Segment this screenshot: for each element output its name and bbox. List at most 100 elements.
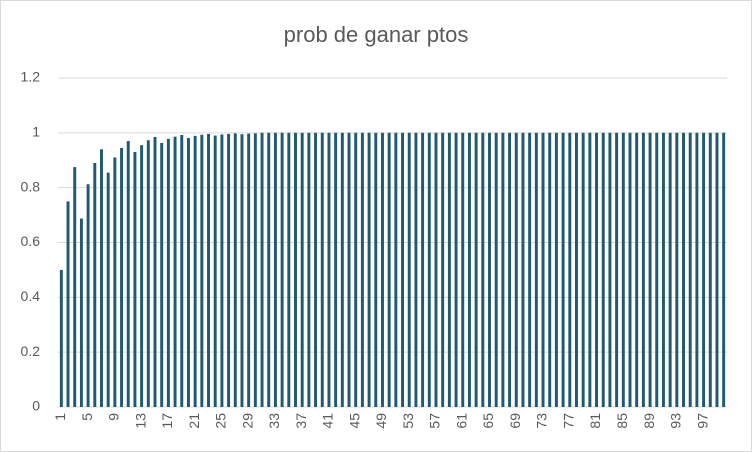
x-tick-label: 93 (668, 413, 684, 429)
bar (86, 184, 90, 407)
bar (300, 132, 304, 408)
bar (434, 132, 438, 408)
bar (307, 132, 311, 408)
bar (695, 132, 699, 408)
x-tick-label: 45 (346, 413, 362, 429)
bar (581, 132, 585, 408)
x-tick-label: 33 (266, 413, 282, 429)
bar (93, 162, 97, 407)
x-tick-label: 9 (106, 413, 122, 421)
bar (454, 132, 458, 408)
bar (173, 136, 177, 407)
bar (347, 132, 351, 408)
bar (160, 142, 164, 408)
bar (146, 140, 150, 407)
bar (702, 132, 706, 408)
bar (474, 132, 478, 408)
bar (461, 132, 465, 408)
bar (113, 157, 117, 407)
bar (320, 132, 324, 408)
bar (334, 132, 338, 408)
bar (595, 132, 599, 408)
bar (367, 132, 371, 408)
bar (120, 147, 124, 407)
y-tick-label: 0.4 (21, 288, 41, 304)
bar (561, 132, 565, 408)
x-tick-label: 17 (159, 413, 175, 429)
x-tick-label: 25 (213, 413, 229, 429)
bar (655, 132, 659, 408)
bar (528, 132, 532, 408)
bar (387, 132, 391, 408)
bar (273, 132, 277, 408)
x-tick-label: 57 (427, 413, 443, 429)
bar (260, 132, 264, 408)
bar (287, 132, 291, 408)
x-tick-label: 53 (400, 413, 416, 429)
bar (314, 132, 318, 408)
x-tick-label: 85 (614, 413, 630, 429)
bar (575, 132, 578, 408)
bar (608, 132, 612, 408)
bar (380, 132, 384, 408)
x-tick-label: 97 (694, 413, 710, 429)
bar (207, 133, 210, 407)
bar (153, 136, 157, 407)
bar (521, 132, 525, 408)
bar (180, 135, 184, 407)
bar (635, 132, 639, 408)
bar (621, 132, 625, 408)
bar (615, 132, 619, 408)
bar (213, 135, 217, 407)
bar (354, 132, 358, 408)
bar (688, 132, 692, 408)
bar (253, 133, 257, 408)
y-tick-label: 1.2 (21, 69, 41, 85)
bar (508, 132, 512, 408)
bar (481, 132, 485, 408)
bar (73, 167, 77, 407)
bar (233, 133, 237, 408)
x-tick-label: 13 (132, 413, 148, 429)
bar (708, 132, 712, 408)
x-tick-label: 61 (453, 413, 469, 429)
bar (722, 132, 726, 408)
bar (360, 132, 364, 408)
bar (66, 201, 70, 407)
x-tick-label: 37 (293, 413, 309, 429)
bar (427, 132, 431, 408)
bar (568, 132, 572, 408)
bar (394, 132, 398, 408)
y-tick-label: 0.2 (21, 343, 41, 359)
bar (534, 132, 538, 408)
bar (294, 132, 297, 408)
x-tick-label: 81 (587, 413, 603, 429)
bar (126, 141, 130, 407)
x-tick-label: 65 (480, 413, 496, 429)
bar (166, 138, 170, 408)
bar (554, 132, 558, 408)
bar (641, 132, 645, 408)
x-tick-label: 29 (239, 413, 255, 429)
x-tick-label: 89 (641, 413, 657, 429)
x-tick-label: 49 (373, 413, 389, 429)
bar (106, 172, 110, 407)
bar (133, 152, 137, 407)
x-tick-label: 21 (186, 413, 202, 429)
x-tick-label: 41 (320, 413, 336, 429)
y-tick-label: 0.6 (21, 233, 41, 249)
chart-title: prob de ganar ptos (284, 22, 469, 47)
bar (548, 132, 552, 408)
bar (488, 132, 491, 408)
x-tick-label: 77 (560, 413, 576, 429)
bar (140, 145, 144, 407)
bar (541, 132, 545, 408)
bar (267, 132, 271, 408)
bar (661, 132, 665, 408)
bar (668, 132, 672, 408)
bar (407, 132, 411, 408)
bar (247, 133, 251, 408)
bar (601, 132, 605, 408)
bar (501, 132, 505, 408)
